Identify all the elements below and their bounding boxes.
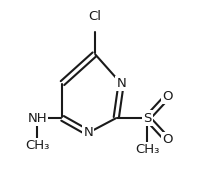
Text: O: O	[162, 133, 172, 146]
Text: S: S	[143, 111, 152, 125]
Text: N: N	[83, 126, 93, 139]
Text: N: N	[116, 77, 126, 90]
Text: NH: NH	[28, 111, 47, 125]
Text: O: O	[162, 90, 172, 103]
Text: CH₃: CH₃	[25, 139, 49, 152]
Text: CH₃: CH₃	[135, 143, 160, 156]
Text: Cl: Cl	[88, 10, 101, 23]
